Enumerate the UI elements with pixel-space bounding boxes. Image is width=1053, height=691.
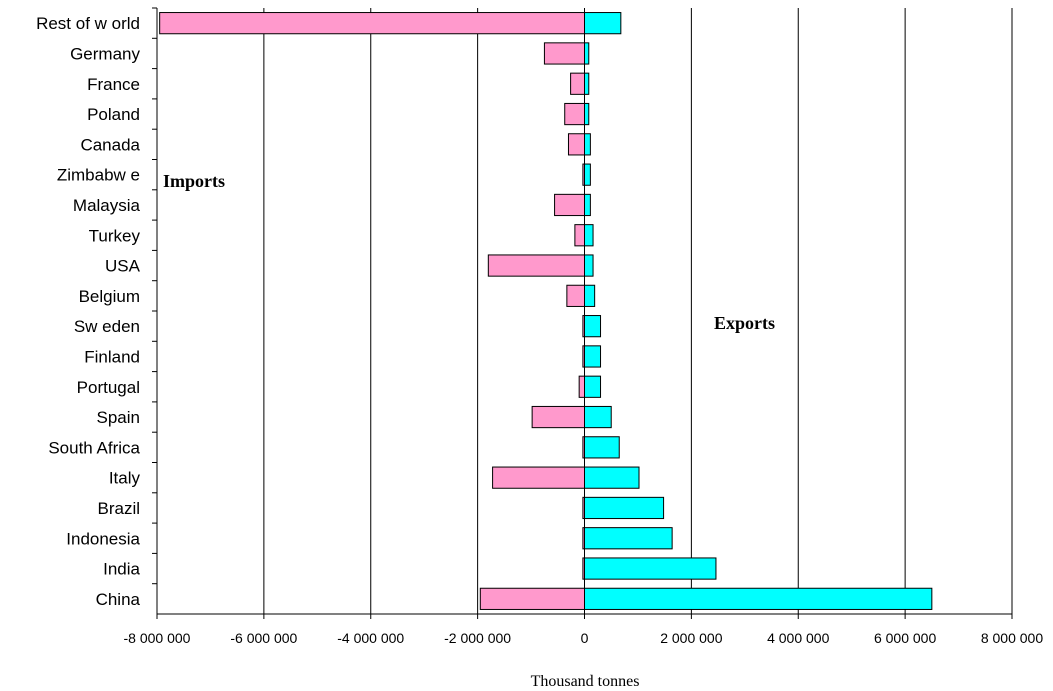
x-tick-label: 0 bbox=[581, 630, 589, 646]
category-label: USA bbox=[105, 257, 141, 276]
x-axis-label: Thousand tonnes bbox=[531, 673, 640, 690]
exports-bar bbox=[584, 12, 622, 35]
exports-bar bbox=[584, 527, 673, 550]
category-label: Belgium bbox=[79, 287, 140, 306]
exports-bar bbox=[584, 405, 612, 429]
axes bbox=[152, 7, 1013, 619]
exports-bar bbox=[584, 193, 591, 217]
category-label: China bbox=[96, 590, 141, 609]
imports-bar bbox=[479, 587, 585, 610]
imports-bar bbox=[159, 12, 585, 35]
x-tick-label: 2 000 000 bbox=[660, 630, 722, 646]
exports-bar bbox=[584, 466, 640, 489]
category-label: Zimbabw e bbox=[57, 166, 140, 185]
category-label: France bbox=[87, 75, 140, 94]
x-tick-label: 6 000 000 bbox=[874, 630, 936, 646]
imports-bar bbox=[570, 72, 586, 95]
exports-bar bbox=[584, 224, 594, 247]
category-label: Indonesia bbox=[66, 529, 140, 548]
category-label: Germany bbox=[70, 44, 140, 63]
exports-bar bbox=[584, 254, 594, 277]
imports-bar bbox=[554, 193, 586, 217]
exports-bar bbox=[584, 557, 717, 580]
imports-bar bbox=[564, 102, 586, 126]
imports-bar bbox=[531, 405, 585, 429]
x-tick-label: 4 000 000 bbox=[767, 630, 829, 646]
category-label: Brazil bbox=[97, 499, 140, 518]
exports-bar bbox=[584, 375, 602, 398]
category-label: Canada bbox=[80, 135, 140, 154]
imports-bar bbox=[578, 375, 585, 398]
exports-bar bbox=[584, 496, 665, 520]
exports-bar bbox=[584, 42, 590, 65]
exports-bar bbox=[584, 587, 933, 610]
exports-bar bbox=[584, 284, 596, 307]
x-tick-label: 8 000 000 bbox=[981, 630, 1043, 646]
exports-annotation: Exports bbox=[714, 313, 775, 333]
exports-bar bbox=[584, 345, 602, 368]
x-tick-label: -4 000 000 bbox=[337, 630, 404, 646]
imports-bar bbox=[492, 466, 585, 489]
category-label: Sw eden bbox=[74, 317, 140, 336]
exports-bar bbox=[584, 436, 620, 459]
x-tick-label: -2 000 000 bbox=[444, 630, 511, 646]
bars bbox=[159, 12, 933, 610]
category-label: South Africa bbox=[48, 438, 140, 457]
category-labels: Rest of w orld Germany France Poland Canada Z… bbox=[36, 14, 141, 609]
category-label: Spain bbox=[97, 408, 140, 427]
category-label: Turkey bbox=[89, 226, 141, 245]
category-label: Portugal bbox=[77, 378, 140, 397]
category-label: Rest of w orld bbox=[36, 14, 140, 33]
exports-bar bbox=[584, 133, 591, 156]
imports-bar bbox=[566, 284, 585, 307]
imports-bar bbox=[543, 42, 585, 65]
imports-bar bbox=[487, 254, 585, 277]
x-tick-label: -8 000 000 bbox=[124, 630, 191, 646]
x-tick-label: -6 000 000 bbox=[230, 630, 297, 646]
category-label: India bbox=[103, 560, 140, 579]
category-label: Italy bbox=[109, 469, 141, 488]
exports-bar bbox=[584, 315, 602, 338]
category-label: Malaysia bbox=[73, 196, 141, 215]
exports-bar bbox=[584, 72, 590, 95]
x-tick-labels: -8 000 000 -6 000 000 -4 000 000 -2 000 000… bbox=[124, 630, 1044, 646]
category-label: Poland bbox=[87, 105, 140, 124]
exports-bar bbox=[584, 163, 591, 186]
exports-bar bbox=[584, 102, 590, 126]
imports-bar bbox=[574, 224, 585, 247]
category-label: Finland bbox=[84, 347, 140, 366]
imports-annotation: Imports bbox=[163, 171, 225, 191]
imports-bar bbox=[567, 133, 585, 156]
